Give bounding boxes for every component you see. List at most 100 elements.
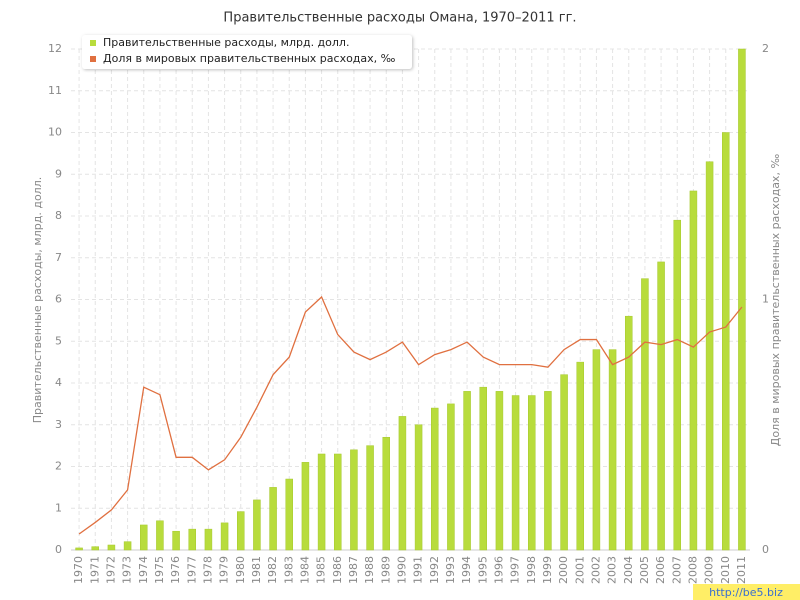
x-tick-label: 1985 <box>315 556 328 584</box>
x-tick-label: 1975 <box>153 556 166 584</box>
bar <box>592 349 601 551</box>
x-tick-label: 2002 <box>589 556 602 584</box>
x-tick-label: 1971 <box>88 556 101 584</box>
x-tick-label: 2000 <box>557 556 570 584</box>
x-tick-label: 2001 <box>573 556 586 584</box>
x-tick-label: 1982 <box>266 556 279 584</box>
y-tick-label: 4 <box>55 376 62 389</box>
bar <box>285 478 293 551</box>
bar <box>479 386 487 551</box>
x-tick-label: 2007 <box>670 556 683 584</box>
bar <box>91 546 99 551</box>
x-tick-label: 1992 <box>428 556 441 584</box>
x-tick-label: 2011 <box>735 556 748 584</box>
y-tick-label: 0 <box>55 543 62 556</box>
y2-tick-label: 1 <box>762 293 769 306</box>
bar <box>75 547 83 551</box>
x-tick-label: 1997 <box>509 556 522 584</box>
x-tick-label: 1977 <box>185 556 198 584</box>
x-tick-label: 1979 <box>218 556 231 584</box>
x-tick-label: 1987 <box>347 556 360 584</box>
x-tick-label: 1990 <box>395 556 408 584</box>
bar <box>576 361 584 551</box>
y2-tick-label: 2 <box>762 42 769 55</box>
bar <box>495 391 504 551</box>
bar <box>366 445 374 551</box>
x-tick-label: 1995 <box>476 556 489 584</box>
x-tick-label: 1973 <box>121 556 134 584</box>
x-tick-label: 1980 <box>234 556 247 584</box>
x-tick-label: 1983 <box>282 556 295 584</box>
bar <box>301 462 310 551</box>
bar <box>253 499 261 551</box>
y-axis-title: Правительственные расходы, млрд. долл. <box>31 177 44 423</box>
bar <box>447 403 455 551</box>
x-tick-label: 1986 <box>331 556 344 584</box>
bar <box>123 541 132 551</box>
bar <box>172 530 180 551</box>
legend-swatch <box>90 56 96 62</box>
x-tick-label: 2009 <box>703 556 716 584</box>
bar <box>269 487 277 551</box>
bar <box>188 528 196 551</box>
y2-tick-label: 0 <box>762 543 769 556</box>
x-tick-label: 2008 <box>686 556 699 584</box>
x-tick-label: 1988 <box>363 556 376 584</box>
bar <box>317 453 326 551</box>
x-tick-label: 2005 <box>638 556 651 584</box>
y2-axis-title: Доля в мировых правительственных расхода… <box>769 154 782 447</box>
x-tick-label: 1978 <box>201 556 214 584</box>
bar <box>414 424 423 551</box>
bar <box>107 544 116 551</box>
x-tick-label: 2010 <box>719 556 732 584</box>
x-tick-label: 2004 <box>622 556 635 584</box>
legend-swatch <box>90 40 96 46</box>
x-tick-label: 1970 <box>72 556 85 584</box>
legend: Правительственные расходы, млрд. долл. До… <box>90 36 396 65</box>
bar <box>722 132 730 551</box>
bar <box>463 391 471 551</box>
bar <box>625 315 633 551</box>
bar <box>608 349 617 551</box>
x-tick-label: 1991 <box>412 556 425 584</box>
bar <box>140 524 148 551</box>
marks <box>75 48 746 551</box>
y-tick-label: 9 <box>55 167 62 180</box>
x-tick-label: 1972 <box>104 556 117 584</box>
y-tick-label: 8 <box>55 209 62 222</box>
bar <box>220 522 229 551</box>
x-tick-label: 1984 <box>298 556 311 584</box>
bar <box>657 261 665 551</box>
x-tick-label: 1981 <box>250 556 263 584</box>
legend-box <box>82 35 412 69</box>
bar <box>528 395 536 551</box>
bar <box>156 520 164 551</box>
bar <box>334 453 342 551</box>
bar <box>560 374 568 551</box>
bar <box>641 278 649 551</box>
bar <box>738 48 746 551</box>
x-tick-label: 1976 <box>169 556 182 584</box>
x-tick-label: 1994 <box>460 556 473 584</box>
bar <box>673 219 681 551</box>
y-tick-label: 3 <box>55 418 62 431</box>
bar <box>431 407 439 551</box>
x-tick-label: 1998 <box>525 556 538 584</box>
y-tick-label: 7 <box>55 251 62 264</box>
x-tick-label: 1974 <box>137 556 150 584</box>
bar <box>398 416 407 551</box>
x-tick-label: 1999 <box>541 556 554 584</box>
y-tick-label: 5 <box>55 334 62 347</box>
y-tick-label: 1 <box>55 501 62 514</box>
x-tick-label: 1993 <box>444 556 457 584</box>
legend-label: Доля в мировых правительственных расхода… <box>103 52 396 65</box>
bar <box>544 391 552 551</box>
x-tick-label: 1996 <box>492 556 505 584</box>
y-tick-label: 10 <box>48 126 62 139</box>
chart-title: Правительственные расходы Омана, 1970–20… <box>223 11 576 26</box>
bar <box>382 437 390 551</box>
watermark-box <box>693 584 800 600</box>
y-tick-label: 11 <box>48 84 62 97</box>
bar <box>689 190 698 551</box>
